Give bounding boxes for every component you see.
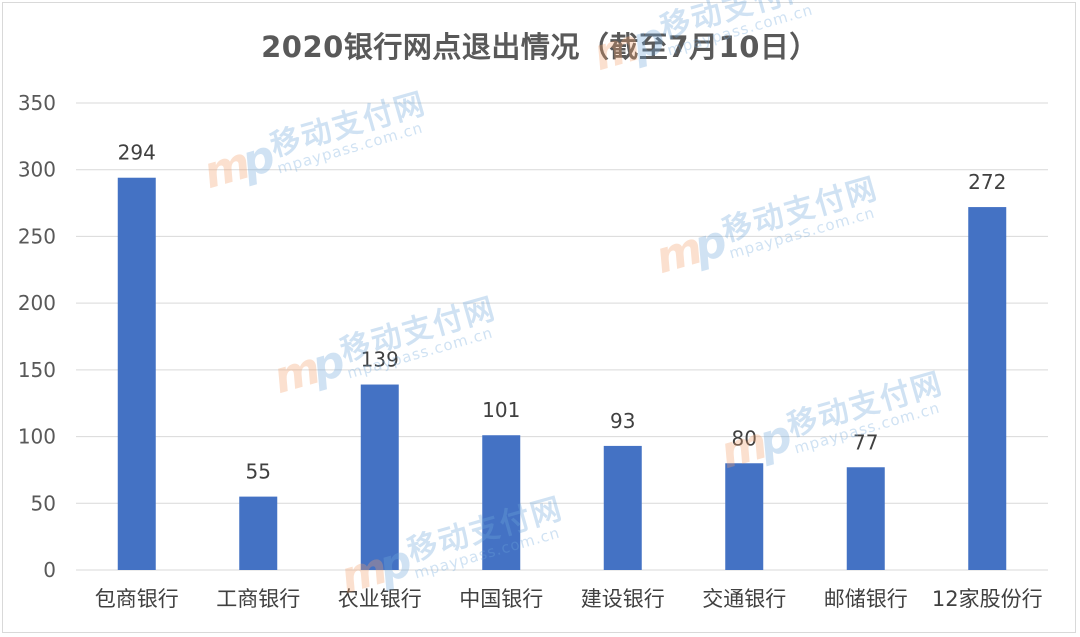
- category-label: 邮储银行: [824, 587, 908, 611]
- y-tick-label: 300: [18, 158, 56, 182]
- category-label: 工商银行: [216, 587, 300, 611]
- y-tick-label: 0: [43, 558, 56, 582]
- data-label: 101: [482, 398, 520, 422]
- bar: [360, 384, 399, 570]
- data-label: 93: [610, 409, 635, 433]
- data-label: 77: [853, 430, 878, 454]
- y-tick-label: 200: [18, 291, 56, 315]
- data-label: 294: [118, 141, 156, 165]
- y-tick-label: 50: [31, 491, 56, 515]
- bar: [725, 463, 764, 570]
- y-tick-label: 250: [18, 224, 56, 248]
- bar: [482, 435, 521, 570]
- y-tick-label: 150: [18, 358, 56, 382]
- chart-title: 2020银行网点退出情况（截至7月10日）: [261, 30, 819, 64]
- bars: [117, 177, 1007, 570]
- category-label: 包商银行: [95, 587, 179, 611]
- bar: [117, 177, 156, 570]
- data-label: 55: [246, 460, 271, 484]
- bar: [846, 467, 885, 570]
- data-labels: 294 55 139 101 93 80 77 272: [118, 141, 1007, 484]
- category-label: 建设银行: [581, 587, 665, 611]
- category-label: 交通银行: [702, 587, 786, 611]
- gridlines: [76, 102, 1048, 571]
- y-tick-label: 350: [18, 91, 56, 115]
- y-axis-ticks: 0 50 100 150 200 250 300 350: [18, 91, 56, 582]
- bar: [968, 207, 1007, 570]
- category-label: 12家股份行: [932, 587, 1043, 611]
- category-label: 农业银行: [338, 587, 422, 611]
- y-tick-label: 100: [18, 425, 56, 449]
- category-label: 中国银行: [459, 587, 543, 611]
- category-labels: 包商银行 工商银行 农业银行 中国银行 建设银行 交通银行 邮储银行 12家股份行: [95, 587, 1043, 611]
- bar: [239, 496, 278, 570]
- bar: [603, 445, 642, 570]
- data-label: 80: [732, 426, 757, 450]
- data-label: 139: [361, 348, 399, 372]
- data-label: 272: [968, 170, 1006, 194]
